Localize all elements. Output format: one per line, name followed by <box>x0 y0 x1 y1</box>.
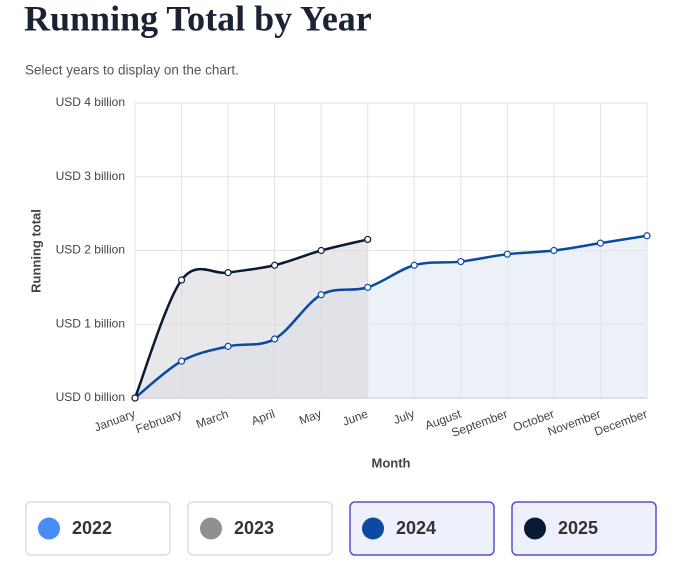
button-frame <box>187 501 333 556</box>
x-tick-label: March <box>194 407 230 432</box>
x-tick-label: January <box>92 407 137 435</box>
year-label: 2024 <box>396 518 436 538</box>
point <box>550 246 558 255</box>
point <box>364 283 372 291</box>
point <box>643 232 651 240</box>
y-tick-label: USD 1 billion <box>56 316 125 330</box>
year-button[interactable]: 2024 <box>349 501 495 556</box>
year-label: 2023 <box>234 518 274 538</box>
point <box>177 276 186 284</box>
x-axis-title: Month <box>372 455 411 470</box>
y-axis-title: Running total <box>28 209 43 293</box>
year-swatch <box>38 517 60 540</box>
x-tick-label: December <box>592 407 649 439</box>
point <box>596 239 605 247</box>
button-frame <box>511 501 657 556</box>
button-frame <box>349 501 495 556</box>
y-tick-label: USD 0 billion <box>56 390 125 404</box>
lines <box>131 232 651 402</box>
x-tick-label: November <box>546 407 603 439</box>
point <box>410 261 418 269</box>
y-tick-label: USD 4 billion <box>56 95 125 109</box>
point <box>271 335 279 343</box>
point <box>317 291 325 299</box>
year-label: 2025 <box>558 518 598 538</box>
year-button[interactable]: 2025 <box>511 501 657 556</box>
year-buttons: 2022 2023 2024 2025 <box>25 501 657 556</box>
area <box>135 239 368 398</box>
point <box>364 235 372 244</box>
point <box>271 261 279 269</box>
y-tick-label: USD 2 billion <box>56 243 125 257</box>
point <box>317 246 325 255</box>
page-title: Running Total by Year <box>24 0 372 38</box>
year-button[interactable]: 2022 <box>25 501 171 556</box>
y-tick-label: USD 3 billion <box>56 169 125 183</box>
button-frame <box>25 501 171 556</box>
year-button[interactable]: 2023 <box>187 501 333 556</box>
point <box>224 342 232 350</box>
point <box>224 269 232 277</box>
point <box>177 357 186 365</box>
year-label: 2022 <box>72 518 112 538</box>
x-tick-label: April <box>249 407 276 428</box>
subtitle: Select years to display on the chart. <box>25 63 239 78</box>
x-tick-label: February <box>134 407 184 437</box>
point <box>503 250 511 258</box>
year-swatch <box>200 517 222 540</box>
x-tick-label: May <box>297 407 323 428</box>
point <box>457 257 465 266</box>
x-tick-label: July <box>392 407 417 427</box>
year-swatch <box>362 517 384 540</box>
year-swatch <box>524 517 546 540</box>
areas <box>135 235 647 398</box>
x-tick-label: June <box>341 407 371 429</box>
point <box>131 394 139 402</box>
